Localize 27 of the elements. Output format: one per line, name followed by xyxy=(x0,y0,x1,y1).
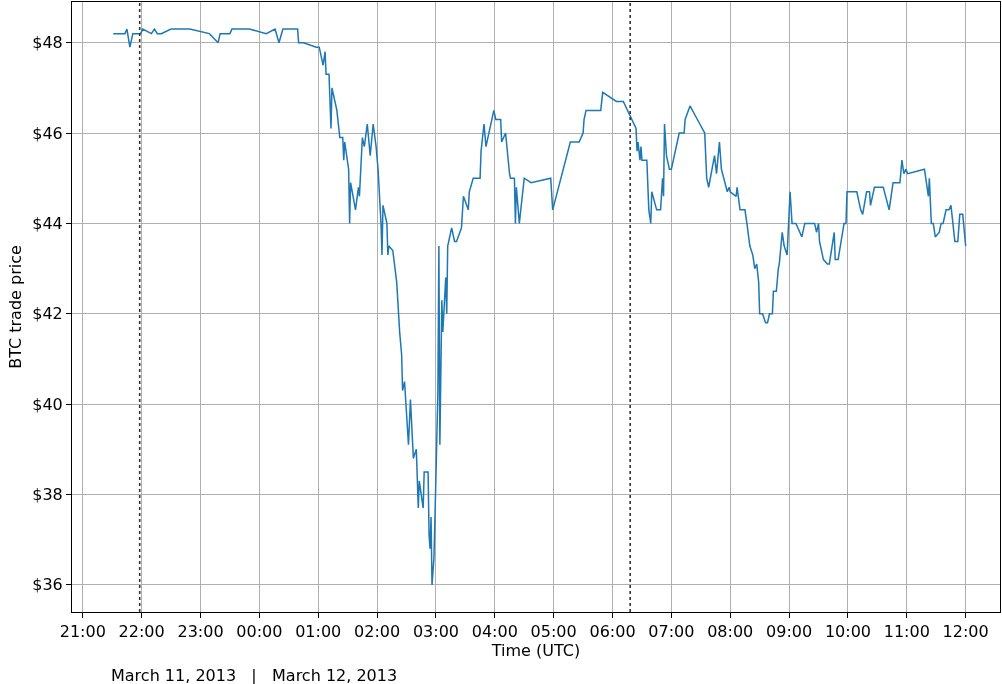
text: March 11, 2013 | March 12, 2013 xyxy=(111,666,398,684)
line-series xyxy=(112,28,967,586)
x-tick-label: 06:00 xyxy=(589,622,636,642)
x-axis-title: Time (UTC) xyxy=(490,641,581,661)
y-axis-title: BTC trade price xyxy=(6,245,26,369)
y-tick-label: $36 xyxy=(32,575,63,595)
x-tick-label: 11:00 xyxy=(883,622,930,642)
x-tick-label: 08:00 xyxy=(707,622,754,642)
y-tick-label: $44 xyxy=(32,214,63,234)
x-tick-label: 05:00 xyxy=(530,622,577,642)
x-tick-label: 04:00 xyxy=(471,622,518,642)
x-tick-label: 12:00 xyxy=(942,622,989,642)
x-tick-label: 02:00 xyxy=(354,622,401,642)
y-tick-label: $40 xyxy=(32,394,63,414)
x-tick-label: 01:00 xyxy=(295,622,342,642)
x-tick-label: 23:00 xyxy=(177,622,224,642)
y-tick-label: $42 xyxy=(32,304,63,324)
x-tick-label: 00:00 xyxy=(236,622,283,642)
x-tick-label: 09:00 xyxy=(766,622,813,642)
x-tick-label: 10:00 xyxy=(824,622,871,642)
x-tick-label: 07:00 xyxy=(648,622,695,642)
y-tick-label: $46 xyxy=(32,123,63,143)
y-tick-label: $48 xyxy=(32,33,63,53)
x-tick-label: 22:00 xyxy=(118,622,165,642)
x-tick-label: 21:00 xyxy=(59,622,106,642)
y-tick-label: $38 xyxy=(32,485,63,505)
x-tick-label: 03:00 xyxy=(412,622,459,642)
